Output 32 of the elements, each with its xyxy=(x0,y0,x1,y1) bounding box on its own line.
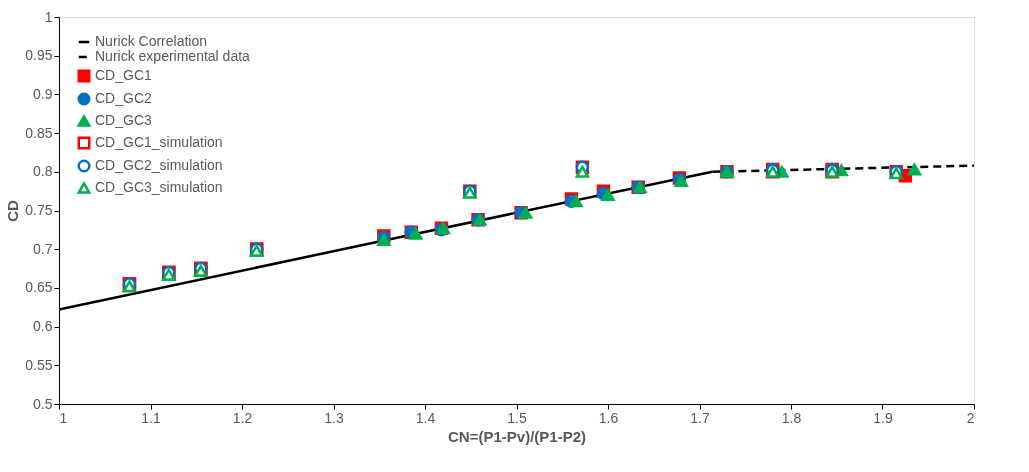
y-tick-label: 0.7 xyxy=(33,240,53,257)
x-tick-label: 1.1 xyxy=(141,409,161,426)
y-tick-label: 0.85 xyxy=(25,124,53,141)
x-tick-label: 1.8 xyxy=(781,409,802,426)
legend-label: CD_GC1_simulation xyxy=(95,134,223,150)
x-tick-label: 1.4 xyxy=(415,409,436,426)
y-tick-label: 0.95 xyxy=(25,47,53,64)
legend-label: CD_GC1 xyxy=(95,67,153,83)
legend-label: CD_GC2_simulation xyxy=(95,157,223,173)
y-tick-label: 0.75 xyxy=(25,202,53,218)
y-tick-label: 0.55 xyxy=(25,356,53,373)
y-tick-label: 0.65 xyxy=(25,279,53,296)
y-tick-label: 0.5 xyxy=(33,395,53,412)
legend-label: Nurick experimental data xyxy=(95,48,251,64)
legend-label: CD_GC3_simulation xyxy=(95,179,223,195)
legend-label: CD_GC3 xyxy=(95,112,153,128)
x-axis-title: CN=(P1-Pv)/(P1-P2) xyxy=(448,427,586,445)
y-tick-label: 0.9 xyxy=(33,85,53,102)
x-tick-label: 1.3 xyxy=(324,409,344,426)
y-tick-label: 0.6 xyxy=(33,318,53,335)
y-axis-title: CD xyxy=(4,200,22,222)
x-tick-label: 2 xyxy=(966,409,975,426)
x-tick-label: 1 xyxy=(59,409,68,426)
x-tick-label: 1.6 xyxy=(598,409,619,426)
y-tick-label: 0.8 xyxy=(33,163,53,180)
x-tick-label: 1.7 xyxy=(690,409,710,426)
legend-label: CD_GC2 xyxy=(95,90,153,106)
legend-label: Nurick Correlation xyxy=(95,33,208,49)
x-tick-label: 1.9 xyxy=(873,409,893,426)
x-tick-label: 1.5 xyxy=(507,409,527,426)
y-tick-label: 1 xyxy=(44,8,53,25)
x-tick-label: 1.2 xyxy=(232,409,253,426)
